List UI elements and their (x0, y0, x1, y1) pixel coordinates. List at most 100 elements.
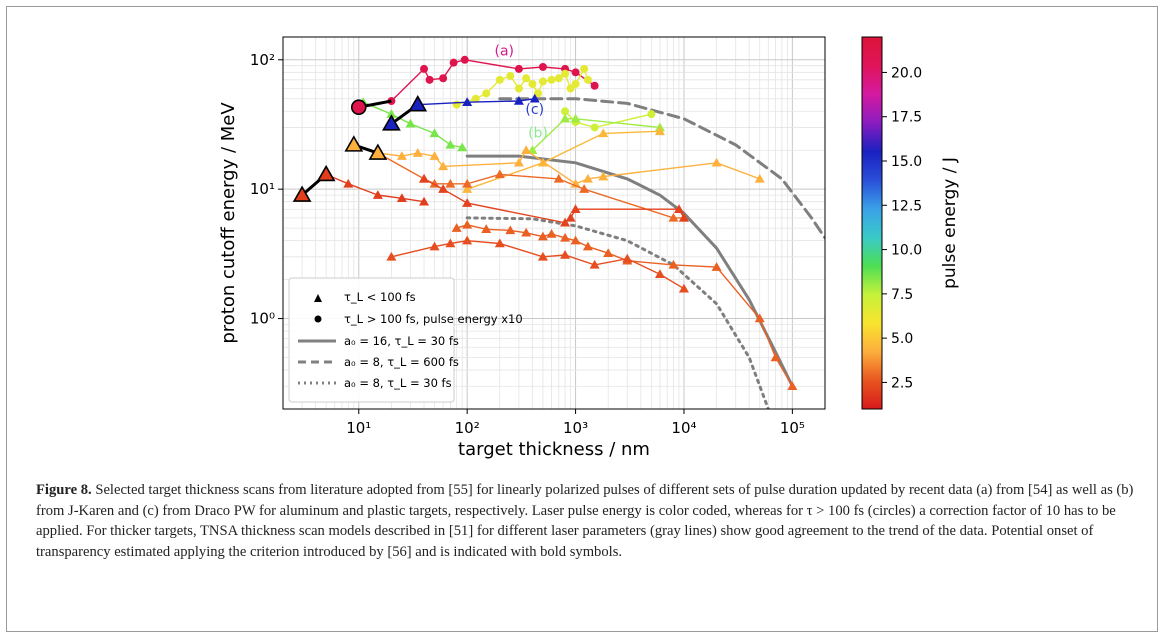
model-curve-dashed (498, 97, 825, 240)
triangle-marker (537, 231, 548, 241)
triangle-marker (494, 169, 505, 179)
circle-marker (571, 79, 580, 88)
colorbar-gradient (861, 36, 883, 410)
circle-marker (471, 94, 480, 103)
triangle-marker (481, 224, 492, 234)
triangle-marker (787, 381, 798, 390)
triangle-marker (429, 241, 440, 251)
triangle-marker (438, 184, 449, 193)
legend-label-tau-short: τ_L < 100 fs (344, 290, 416, 304)
triangle-marker (654, 269, 665, 279)
colorbar-tick-label: 17.5 (891, 110, 922, 126)
triangle-marker (438, 161, 449, 171)
circle-marker (547, 75, 556, 84)
legend-label-a16: a₀ = 16, τ_L = 30 fs (344, 334, 459, 348)
legend-label-tau-long: τ_L > 100 fs, pulse energy x10 (344, 312, 523, 326)
x-axis-label: target thickness / nm (458, 439, 650, 460)
triangle-marker (570, 204, 581, 213)
triangle-marker (674, 204, 685, 213)
data-series-group (561, 107, 656, 132)
circle-marker (571, 68, 580, 77)
colorbar-tick-label: 10.0 (891, 243, 922, 259)
circle-marker (514, 64, 523, 73)
circle-marker (460, 55, 469, 64)
triangle-marker (770, 352, 781, 362)
triangle-marker (445, 238, 456, 248)
colorbar-tick-label: 7.5 (891, 287, 913, 303)
triangle-marker (292, 185, 312, 202)
series-line (564, 110, 652, 129)
data-series-group (372, 145, 765, 188)
circle-marker (482, 89, 491, 98)
triangle-marker (429, 128, 440, 138)
series-line (466, 130, 660, 190)
triangle-marker (419, 173, 430, 183)
triangle-marker (754, 313, 765, 323)
triangle-marker (457, 142, 468, 152)
data-series-group (527, 113, 665, 154)
x-tick-label: 10¹ (346, 419, 371, 437)
triangle-marker (598, 128, 609, 138)
caption-text: Selected target thickness scans from lit… (36, 482, 1134, 560)
triangle-marker (529, 93, 540, 103)
colorbar-tick-label: 20.0 (891, 65, 922, 81)
triangle-marker (396, 193, 407, 203)
triangle-marker (622, 253, 633, 263)
circle-marker (590, 81, 599, 90)
model-curve-solid (465, 154, 794, 388)
circle-marker (647, 110, 656, 119)
series-annotation: (c) (525, 102, 544, 118)
triangle-marker (368, 143, 388, 160)
series-line (423, 178, 685, 224)
y-axis-label: proton cutoff energy / MeV (218, 102, 239, 344)
colorbar: 2.5 5.0 7.5 10.0 12.5 15.0 17.5 20.0 pulse ener… (861, 36, 960, 410)
y-tick-label: 10² (250, 51, 275, 69)
legend-label-a8-600: a₀ = 8, τ_L = 600 fs (344, 355, 459, 369)
triangle-marker (412, 148, 423, 157)
triangle-marker (505, 225, 516, 235)
circle-marker (439, 74, 448, 83)
colorbar-label: pulse energy / J (940, 157, 960, 289)
triangle-marker (419, 196, 430, 206)
circle-marker (533, 89, 542, 98)
x-tick-label: 10⁴ (671, 419, 696, 437)
circle-marker (580, 64, 589, 73)
circle-marker (561, 69, 570, 78)
triangle-marker (372, 190, 383, 199)
triangle-marker (451, 223, 462, 232)
triangle-marker (560, 113, 571, 123)
triangle-marker (527, 145, 538, 154)
bold-markers (292, 95, 428, 202)
triangle-marker (343, 178, 354, 188)
circle-marker (583, 75, 592, 84)
triangle-marker (429, 151, 440, 160)
legend: τ_L < 100 fs τ_L > 100 fs, pulse energy … (288, 277, 523, 403)
legend-circle-marker (314, 315, 322, 323)
circle-marker (506, 71, 515, 80)
circle-marker (452, 100, 461, 109)
data-series-group (419, 173, 689, 227)
triangle-marker (546, 229, 557, 238)
data-series-group (386, 235, 689, 293)
triangle-marker (678, 283, 689, 293)
figure-chart: 10¹ 10² 10³ 10⁴ 10⁵ 10⁰ 10¹ 10² (a) (c) (b) targe… (218, 36, 960, 460)
colorbar-tick-label: 15.0 (891, 154, 922, 170)
series-line (531, 118, 660, 151)
triangle-marker (560, 232, 571, 242)
circle-marker (528, 79, 537, 88)
triangle-marker (560, 217, 571, 227)
y-tick-label: 10¹ (250, 180, 275, 198)
data-series-group (452, 64, 592, 109)
caption-label: Figure 8. (36, 482, 92, 498)
triangle-marker (711, 262, 722, 271)
y-tick-label: 10⁰ (250, 310, 275, 328)
x-tick-label: 10³ (563, 419, 588, 437)
triangle-marker (668, 212, 679, 222)
series-annotation: (b) (528, 126, 548, 142)
circle-marker (538, 62, 547, 71)
triangle-marker (513, 157, 524, 167)
figure-frame (6, 6, 1158, 632)
triangle-marker (513, 96, 524, 105)
circle-marker (514, 84, 523, 93)
triangle-marker (462, 219, 473, 229)
